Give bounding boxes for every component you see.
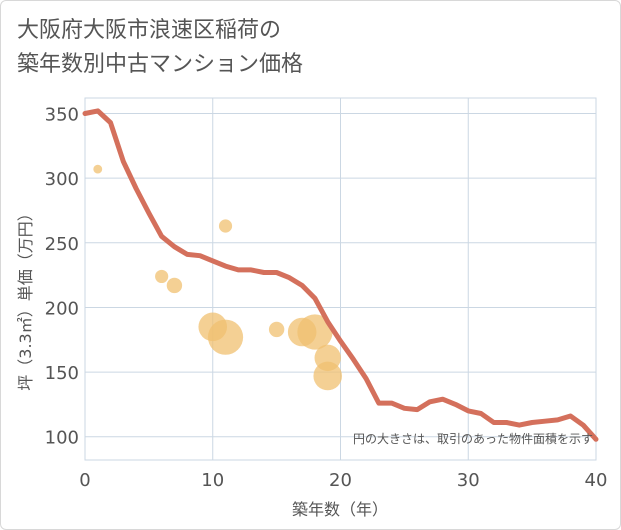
data-bubble [166,277,183,294]
chart-title: 大阪府大阪市浪速区稲荷の 築年数別中古マンション価格 [17,14,303,82]
y-tick-label: 300 [45,169,79,190]
tick-labels: 100 150 200 250 300 350 0 10 20 30 40 [45,105,608,491]
plot-frame [84,97,597,461]
x-tick-label: 30 [457,470,480,491]
chart-title-line-2: 築年数別中古マンション価格 [17,52,304,77]
y-tick-label: 200 [45,298,79,319]
y-tick-label: 250 [45,234,79,255]
x-axis-label: 築年数（年） [292,500,388,519]
y-tick-label: 350 [45,105,79,126]
chart-annotation: 円の大きさは、取引のあった物件面積を示す [353,431,593,446]
data-bubble [297,314,333,350]
data-bubble [313,361,343,391]
bubble-series [93,164,343,391]
chart-title-line-1: 大阪府大阪市浪速区稲荷の [17,18,282,43]
data-bubble [155,269,169,284]
x-tick-label: 20 [329,470,352,491]
y-tick-label: 150 [45,363,79,384]
data-bubble [218,219,233,233]
x-tick-label: 40 [585,470,608,491]
y-tick-label: 100 [45,428,79,449]
data-bubble [207,319,244,355]
x-tick-label: 0 [79,470,90,491]
data-bubble [268,321,285,338]
data-bubble [93,164,103,174]
x-tick-label: 10 [201,470,224,491]
trend-line [82,108,599,442]
y-axis-label: 坪（3.3㎡）単価（万円） [16,205,35,390]
